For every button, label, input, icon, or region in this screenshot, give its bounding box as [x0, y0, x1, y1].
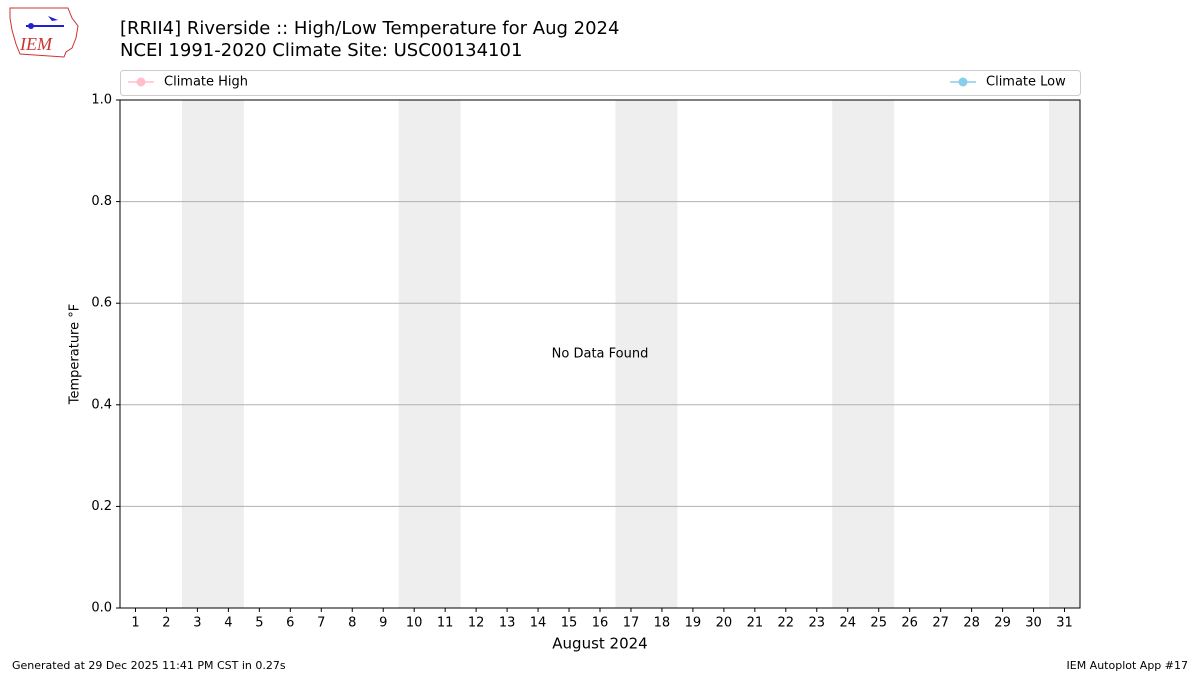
x-tick-label: 24 — [839, 616, 856, 631]
x-tick-label: 22 — [778, 616, 795, 631]
logo-outline — [9, 7, 79, 58]
x-tick-label: 11 — [437, 616, 454, 631]
y-tick-label: 0.6 — [91, 296, 112, 311]
shaded-band — [181, 100, 244, 608]
legend-label: Climate Low — [986, 75, 1066, 90]
x-tick-label: 25 — [870, 616, 887, 631]
x-tick-label: 4 — [224, 616, 232, 631]
x-tick-label: 6 — [286, 616, 294, 631]
x-tick-label: 17 — [623, 616, 640, 631]
x-tick-label: 2 — [162, 616, 170, 631]
x-tick-label: 20 — [716, 616, 733, 631]
x-tick-label: 31 — [1056, 616, 1073, 631]
y-tick-label: 0.8 — [91, 194, 112, 209]
shaded-band — [615, 100, 678, 608]
x-tick-label: 3 — [193, 616, 201, 631]
legend-marker — [958, 77, 968, 87]
logo-text: IEM — [19, 34, 53, 54]
legend — [120, 70, 1081, 96]
footer-right: IEM Autoplot App #17 — [1067, 659, 1189, 672]
legend-marker — [136, 77, 146, 87]
shaded-band — [832, 100, 895, 608]
footer-left: Generated at 29 Dec 2025 11:41 PM CST in… — [12, 659, 286, 672]
logo: IEM — [9, 7, 79, 58]
x-tick-label: 7 — [317, 616, 325, 631]
plot-frame — [119, 99, 1081, 609]
x-tick-label: 5 — [255, 616, 263, 631]
x-tick-label: 12 — [468, 616, 485, 631]
y-tick-label: 0.4 — [91, 397, 112, 412]
x-tick-label: 28 — [963, 616, 980, 631]
chart-subtitle: NCEI 1991-2020 Climate Site: USC00134101 — [120, 40, 522, 61]
x-axis-label: August 2024 — [552, 635, 647, 653]
x-tick-label: 27 — [932, 616, 949, 631]
x-tick-label: 14 — [530, 616, 547, 631]
x-tick-label: 23 — [809, 616, 826, 631]
x-tick-label: 19 — [685, 616, 702, 631]
y-axis-label: Temperature °F — [68, 304, 83, 405]
annotation: No Data Found — [552, 347, 649, 362]
logo-dot — [28, 23, 34, 29]
x-tick-label: 29 — [994, 616, 1011, 631]
x-tick-label: 1 — [131, 616, 139, 631]
x-tick-label: 21 — [747, 616, 764, 631]
x-tick-label: 16 — [592, 616, 609, 631]
x-tick-label: 30 — [1025, 616, 1042, 631]
x-tick-label: 10 — [406, 616, 423, 631]
x-tick-label: 26 — [901, 616, 918, 631]
shaded-band — [1049, 100, 1080, 608]
legend-label: Climate High — [164, 75, 248, 90]
x-tick-label: 15 — [561, 616, 578, 631]
y-tick-label: 1.0 — [91, 93, 112, 108]
x-tick-label: 8 — [348, 616, 356, 631]
x-tick-label: 13 — [499, 616, 516, 631]
shaded-band — [398, 100, 461, 608]
chart-title: [RRII4] Riverside :: High/Low Temperatur… — [120, 18, 619, 39]
logo-flag — [48, 16, 58, 21]
y-tick-label: 0.2 — [91, 499, 112, 514]
x-tick-label: 9 — [379, 616, 387, 631]
y-tick-label: 0.0 — [91, 601, 112, 616]
x-tick-label: 18 — [654, 616, 671, 631]
